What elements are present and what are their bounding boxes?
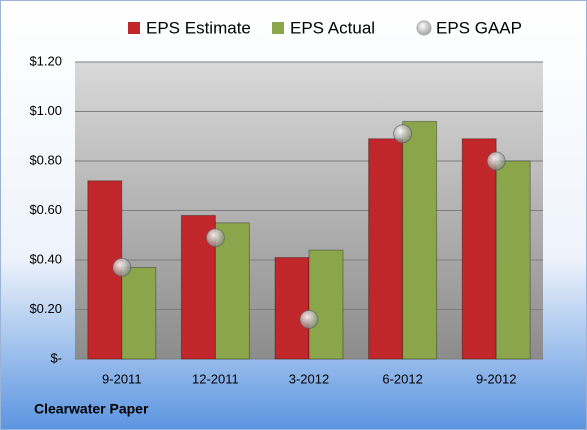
y-tick-label: $1.00 <box>29 103 62 118</box>
point <box>205 228 225 248</box>
legend-text: EPS GAAP <box>436 18 522 37</box>
bar <box>274 257 310 360</box>
bar <box>121 266 157 360</box>
point <box>112 257 132 277</box>
bar <box>368 138 404 360</box>
y-tick-label: $1.20 <box>29 53 62 68</box>
bar <box>402 120 438 360</box>
x-tick-label: 9-2012 <box>476 371 516 386</box>
point <box>393 124 413 144</box>
bar <box>495 160 531 360</box>
legend-marker <box>128 22 140 34</box>
legend-marker <box>272 22 284 34</box>
x-tick-label: 12-2011 <box>192 371 239 386</box>
y-tick-label: $0.20 <box>29 301 62 316</box>
y-tick-label: $0.60 <box>29 202 62 217</box>
legend-marker <box>416 20 432 36</box>
y-tick-label: $0.80 <box>29 152 62 167</box>
y-tick-label: $0.40 <box>29 251 62 266</box>
x-tick-label: 9-2011 <box>102 371 142 386</box>
bar <box>461 138 497 360</box>
bar <box>214 222 250 360</box>
chart-title: Clearwater Paper <box>34 401 149 417</box>
x-tick-label: 6-2012 <box>382 371 422 386</box>
legend-text: EPS Actual <box>290 18 375 37</box>
bar <box>308 249 344 360</box>
legend-text: EPS Estimate <box>146 18 251 37</box>
x-tick-label: 3-2012 <box>289 371 329 386</box>
y-tick-label: $- <box>50 350 62 365</box>
point <box>299 309 319 329</box>
point <box>486 151 506 171</box>
